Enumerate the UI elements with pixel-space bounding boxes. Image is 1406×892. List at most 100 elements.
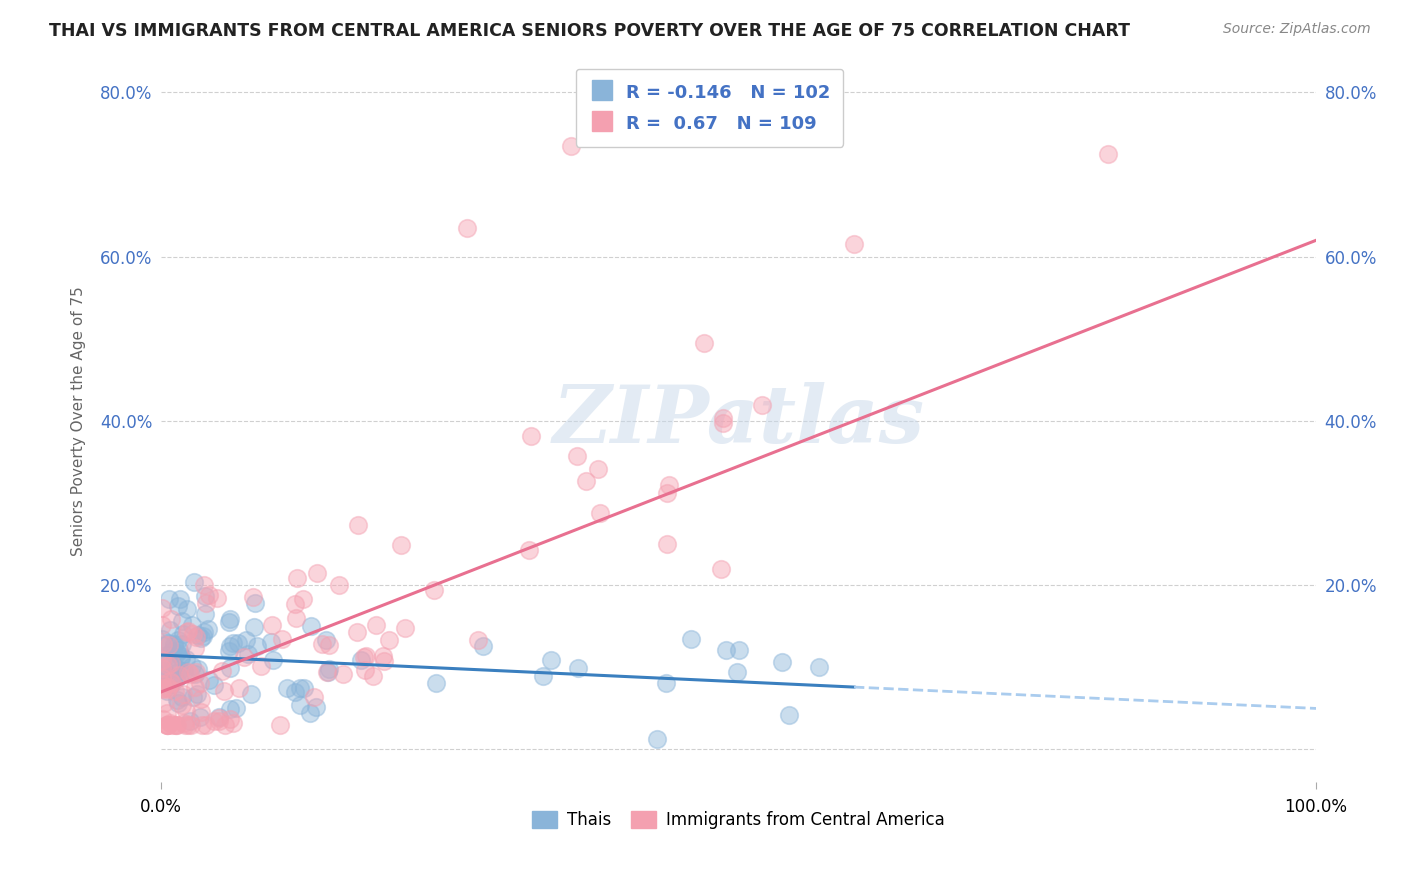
Point [567, 661, 589, 675]
Point [172, 615, 194, 629]
Point [194, 718, 217, 732]
Point [163, 660, 186, 674]
Point [540, 653, 562, 667]
Point [228, 681, 250, 695]
Point [531, 668, 554, 682]
Point [150, 618, 173, 632]
Point [211, 664, 233, 678]
Point [191, 718, 214, 732]
Legend: Thais, Immigrants from Central America: Thais, Immigrants from Central America [526, 804, 952, 836]
Point [150, 632, 173, 646]
Point [284, 597, 307, 611]
Point [260, 635, 283, 649]
Point [181, 690, 204, 704]
Point [152, 664, 174, 678]
Point [807, 660, 830, 674]
Point [150, 672, 173, 686]
Point [262, 653, 284, 667]
Point [152, 650, 174, 665]
Point [177, 624, 200, 638]
Point [318, 638, 340, 652]
Point [318, 662, 340, 676]
Point [284, 685, 307, 699]
Point [588, 461, 610, 475]
Point [150, 677, 173, 691]
Point [187, 628, 209, 642]
Point [169, 663, 191, 677]
Point [152, 712, 174, 726]
Point [152, 682, 174, 697]
Point [269, 718, 291, 732]
Point [194, 596, 217, 610]
Point [219, 702, 242, 716]
Point [153, 696, 176, 710]
Point [190, 632, 212, 646]
Point [354, 648, 377, 663]
Point [156, 718, 179, 732]
Point [271, 632, 294, 647]
Point [194, 589, 217, 603]
Point [292, 681, 315, 696]
Point [167, 696, 190, 710]
Point [157, 639, 180, 653]
Point [159, 716, 181, 731]
Point [219, 639, 242, 653]
Point [180, 617, 202, 632]
Point [658, 477, 681, 491]
Point [290, 681, 312, 695]
Point [679, 632, 702, 647]
Point [422, 582, 444, 597]
Point [187, 662, 209, 676]
Point [276, 681, 298, 695]
Point [725, 665, 748, 679]
Point [179, 667, 201, 681]
Point [184, 665, 207, 680]
Point [166, 718, 188, 732]
Point [156, 648, 179, 662]
Point [156, 635, 179, 649]
Point [218, 712, 240, 726]
Point [172, 698, 194, 713]
Point [184, 680, 207, 694]
Point [233, 650, 256, 665]
Point [176, 625, 198, 640]
Point [156, 718, 179, 732]
Point [169, 668, 191, 682]
Point [236, 647, 259, 661]
Point [160, 644, 183, 658]
Point [311, 637, 333, 651]
Point [162, 637, 184, 651]
Point [517, 543, 540, 558]
Point [170, 649, 193, 664]
Point [163, 661, 186, 675]
Point [159, 657, 181, 671]
Point [184, 640, 207, 655]
Point [152, 658, 174, 673]
Point [176, 602, 198, 616]
Point [589, 506, 612, 520]
Point [240, 687, 263, 701]
Point [188, 676, 211, 690]
Point [575, 475, 598, 489]
Point [371, 648, 394, 663]
Point [645, 731, 668, 746]
Point [301, 619, 323, 633]
Point [353, 650, 375, 665]
Point [184, 630, 207, 644]
Point [165, 718, 187, 732]
Point [243, 596, 266, 610]
Point [156, 658, 179, 673]
Point [174, 651, 197, 665]
Point [173, 716, 195, 731]
Point [165, 665, 187, 680]
Point [565, 449, 588, 463]
Point [778, 708, 800, 723]
Point [560, 138, 582, 153]
Point [242, 620, 264, 634]
Point [219, 612, 242, 626]
Point [193, 577, 215, 591]
Point [235, 632, 257, 647]
Point [218, 644, 240, 658]
Point [377, 633, 399, 648]
Point [292, 591, 315, 606]
